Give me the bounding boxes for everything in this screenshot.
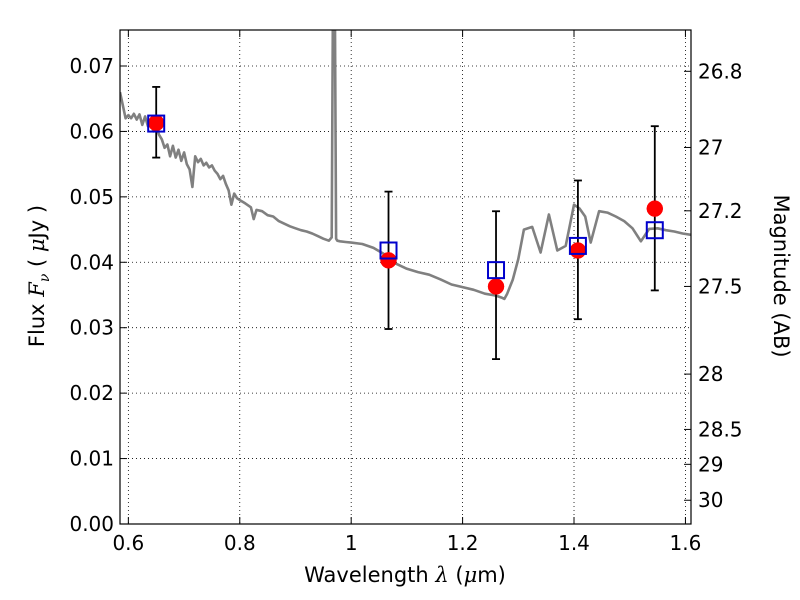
- y2-tick-label: 28.5: [698, 417, 743, 441]
- y2-axis-ticks: 26.8 27 27.2 27.5 28 28.5 29 30: [684, 59, 743, 512]
- y2-tick-label: 29: [698, 452, 723, 476]
- observed-flux-point: [569, 242, 587, 259]
- plot-frame: [119, 29, 692, 525]
- error-bars-layer: [152, 86, 659, 361]
- grid-lines: [120, 30, 691, 525]
- x-tick-label: 1.4: [558, 531, 590, 555]
- model-spectrum-line: [120, 30, 691, 301]
- y-axis-ticks: 0.00 0.01 0.02 0.03 0.04 0.05 0.06 0.07: [69, 54, 127, 536]
- y2-axis-label: Magnitude (AB): [769, 194, 793, 357]
- y-tick-label: 0.03: [69, 316, 114, 340]
- x-tick-label: 1.2: [447, 531, 479, 555]
- observed-flux-point: [646, 200, 664, 217]
- y-tick-label: 0.01: [69, 447, 114, 471]
- y-tick-label: 0.02: [69, 381, 114, 405]
- x-axis-label: Wavelength λ (μm): [304, 563, 506, 587]
- y2-tick-label: 26.8: [698, 59, 743, 83]
- y-tick-label: 0.07: [69, 54, 114, 78]
- y2-tick-label: 27: [698, 135, 723, 159]
- model-flux-point: [645, 221, 664, 240]
- x-axis-ticks: 0.6 0.8 1 1.2 1.4 1.6: [112, 30, 701, 555]
- model-flux-point: [487, 261, 506, 280]
- x-tick-label: 0.6: [112, 531, 144, 555]
- x-tick-label: 1.6: [670, 531, 702, 555]
- y-tick-label: 0.06: [69, 119, 114, 143]
- x-tick-label: 0.8: [224, 531, 256, 555]
- model-flux-point: [568, 236, 587, 255]
- x-tick-label: 1: [345, 531, 358, 555]
- y-axis-label: Flux Fν ( μJy ): [25, 205, 53, 347]
- y2-tick-label: 27.5: [698, 274, 743, 298]
- observed-flux-point: [380, 252, 397, 269]
- y-tick-label: 0.05: [69, 185, 114, 209]
- observed-flux-point: [147, 114, 165, 132]
- model-spectrum-layer: [120, 30, 691, 301]
- y-tick-label: 0.04: [69, 250, 114, 274]
- observed-flux-point: [487, 278, 505, 295]
- model-flux-point: [379, 241, 398, 260]
- y2-tick-label: 27.2: [698, 199, 743, 223]
- model-flux-layer: [147, 114, 664, 280]
- y-tick-label: 0.00: [69, 512, 114, 536]
- observed-flux-layer: [147, 114, 664, 295]
- model-flux-point: [147, 114, 166, 133]
- y2-tick-label: 28: [698, 362, 723, 386]
- y2-tick-label: 30: [698, 488, 723, 512]
